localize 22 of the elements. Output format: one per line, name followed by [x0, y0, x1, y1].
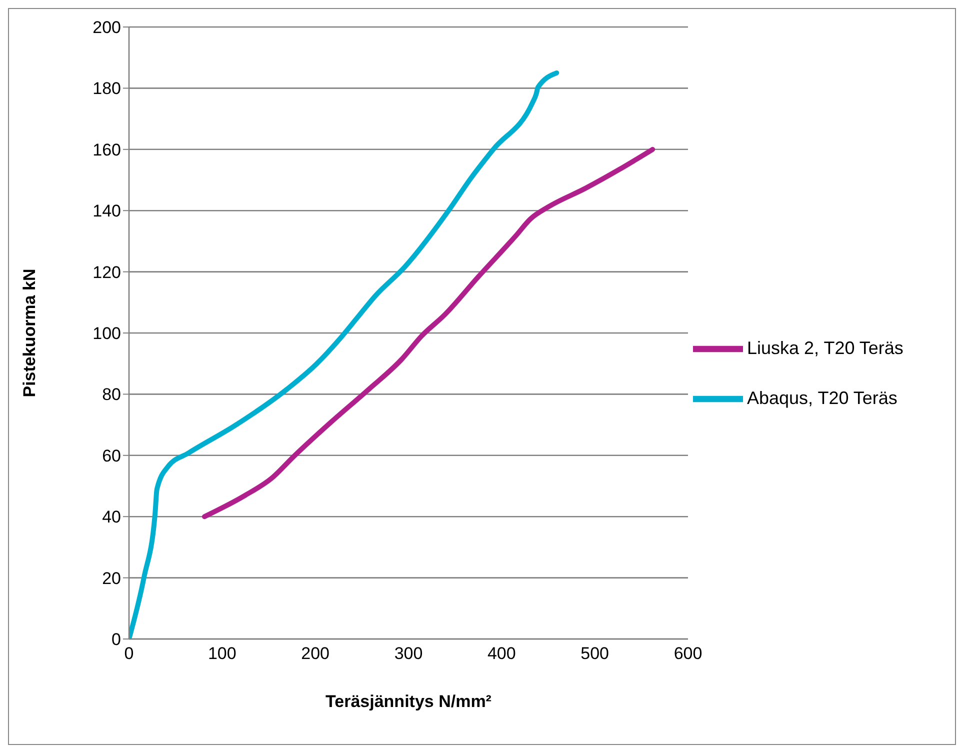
y-tick-label: 40	[102, 508, 121, 527]
x-tick-label: 600	[674, 644, 702, 664]
legend-label: Liuska 2, T20 Teräs	[747, 338, 904, 358]
y-tick-label: 160	[92, 140, 121, 160]
y-tick-label: 200	[92, 18, 121, 38]
x-tick-label: 500	[580, 644, 610, 664]
x-tick-label: 400	[487, 644, 516, 664]
y-tick-label: 180	[92, 79, 121, 98]
x-axis-title: Teräsjännitys N/mm²	[326, 692, 492, 711]
y-tick-label: 140	[92, 202, 121, 221]
x-tick-label: 100	[208, 644, 236, 664]
x-tick-label: 200	[301, 644, 330, 664]
y-tick-label: 80	[102, 385, 121, 404]
y-tick-label: 60	[102, 446, 121, 466]
y-tick-label: 20	[102, 568, 121, 588]
x-tick-label: 0	[124, 644, 134, 664]
legend-label: Abaqus, T20 Teräs	[747, 388, 898, 408]
y-axis-title: Pistekuorma kN	[20, 268, 40, 398]
y-tick-label: 100	[92, 324, 121, 344]
y-tick-label: 0	[112, 630, 121, 650]
x-tick-label: 300	[394, 644, 423, 664]
y-tick-label: 120	[92, 262, 121, 282]
